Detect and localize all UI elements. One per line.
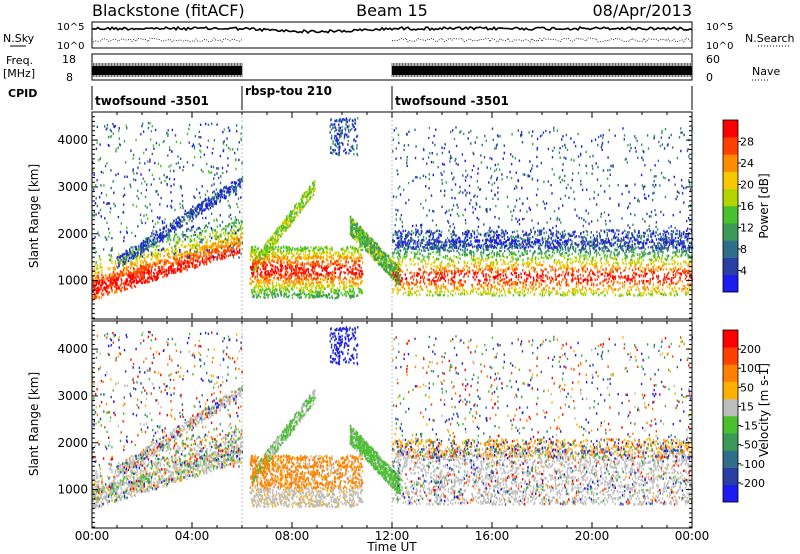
nsearch-label: N.Search bbox=[745, 32, 795, 45]
colorbar-tick-label: 15 bbox=[740, 400, 754, 413]
cpid-panel: CPID twofsound -3501 rbsp-tou 210 twofso… bbox=[8, 84, 693, 110]
power-data bbox=[92, 117, 694, 302]
freq-label-bottom: [MHz] bbox=[3, 67, 35, 80]
colorbar-tick-label: -15 bbox=[740, 420, 758, 433]
cpid-segment-3: twofsound -3501 bbox=[395, 94, 509, 108]
colorbar-tick-label: 4 bbox=[740, 265, 747, 278]
colorbar-tick-label: 24 bbox=[740, 157, 754, 170]
x-tick-label: 20:00 bbox=[575, 529, 610, 543]
nsky-panel: N.Sky 10^5 10^0 10^5 10^0 N.Search bbox=[3, 21, 795, 52]
freq-panel: Freq. [MHz] 18 8 60 0 Nave bbox=[3, 53, 780, 84]
power-colorbar bbox=[722, 119, 739, 293]
colorbar-tick-label: 20 bbox=[740, 179, 754, 192]
nsky-frame bbox=[91, 21, 693, 49]
y-tick-label: 2000 bbox=[57, 436, 88, 450]
y-tick-label: 2000 bbox=[57, 227, 88, 241]
x-tick-label: 12:00 bbox=[375, 529, 410, 543]
x-tick-label: 00:00 bbox=[675, 529, 710, 543]
colorbar-cell bbox=[723, 398, 738, 417]
freq-tick-low: 8 bbox=[66, 71, 73, 84]
x-tick-label: 08:00 bbox=[275, 529, 310, 543]
colorbar-cell bbox=[723, 433, 738, 451]
cpid-segment-2: rbsp-tou 210 bbox=[245, 84, 332, 98]
echo-cells bbox=[92, 119, 694, 269]
velocity-colorbar bbox=[722, 329, 739, 503]
velocity-y-label: Slant Range [km] bbox=[27, 372, 41, 476]
colorbar-cell bbox=[723, 416, 738, 434]
echo-cells bbox=[92, 241, 694, 302]
colorbar-cell bbox=[723, 120, 738, 138]
nave-series bbox=[91, 63, 693, 77]
velocity-y-axis: 1000 2000 3000 4000 bbox=[57, 325, 692, 528]
velocity-colorbar-ticks: 200 100 50 15 -15 -50 -100 -200 bbox=[738, 343, 765, 490]
echo-cells bbox=[93, 117, 694, 268]
colorbar-tick-label: 28 bbox=[740, 136, 754, 149]
colorbar-tick-label: 200 bbox=[740, 343, 761, 356]
colorbar-tick-label: 50 bbox=[740, 381, 754, 394]
nsky-series bbox=[91, 25, 693, 34]
freq-tick-high: 18 bbox=[62, 53, 76, 66]
y-tick-label: 3000 bbox=[57, 180, 88, 194]
freq-label-top: Freq. bbox=[6, 54, 33, 67]
nsky-tick-low: 10^0 bbox=[57, 41, 84, 52]
colorbar-cell bbox=[723, 154, 738, 172]
y-tick-label: 3000 bbox=[57, 389, 88, 403]
colorbar-cell bbox=[723, 137, 738, 155]
colorbar-tick-label: -50 bbox=[740, 439, 758, 452]
nave-ticks bbox=[91, 63, 693, 77]
cpid-segment-1: twofsound -3501 bbox=[95, 94, 209, 108]
power-y-label: Slant Range [km] bbox=[27, 164, 41, 268]
power-panel: 1000 2000 3000 4000 Slant Range [km] 28 24 20… bbox=[27, 111, 771, 320]
x-axis-label: Time UT bbox=[366, 540, 417, 554]
nave-tick-low: 0 bbox=[706, 71, 713, 84]
colorbar-cell bbox=[723, 171, 738, 190]
colorbar-cell bbox=[723, 274, 738, 293]
station-title: Blackstone (fitACF) bbox=[92, 1, 245, 20]
colorbar-cell bbox=[723, 240, 738, 258]
y-tick-label: 4000 bbox=[57, 342, 88, 356]
colorbar-tick-label: -200 bbox=[740, 477, 765, 490]
x-tick-label: 04:00 bbox=[175, 529, 210, 543]
power-colorbar-label: Power [dB] bbox=[757, 173, 771, 238]
beam-title: Beam 15 bbox=[356, 1, 428, 20]
colorbar-cell bbox=[723, 381, 738, 400]
cpid-label: CPID bbox=[8, 87, 37, 100]
y-tick-label: 4000 bbox=[57, 133, 88, 147]
power-colorbar-ticks: 28 24 20 16 12 8 4 bbox=[738, 136, 754, 278]
power-y-axis: 1000 2000 3000 4000 bbox=[57, 116, 692, 319]
nsky-label: N.Sky bbox=[3, 32, 35, 45]
nave-tick-high: 60 bbox=[706, 53, 720, 66]
time-x-axis: 00:00 04:00 08:00 12:00 16:00 20:00 00:00 bbox=[75, 112, 710, 543]
velocity-panel: 1000 2000 3000 4000 Slant Range [km] 200 100… bbox=[27, 112, 771, 554]
y-tick-label: 1000 bbox=[57, 274, 88, 288]
colorbar-cell bbox=[723, 257, 738, 276]
colorbar-cell bbox=[723, 450, 738, 468]
colorbar-cell bbox=[723, 206, 738, 224]
colorbar-tick-label: 8 bbox=[740, 243, 747, 256]
echo-cells bbox=[92, 236, 693, 300]
colorbar-frame bbox=[722, 329, 739, 503]
x-tick-label: 00:00 bbox=[75, 529, 110, 543]
nsearch-series bbox=[91, 37, 693, 43]
nsearch-tick-high: 10^5 bbox=[706, 22, 733, 33]
colorbar-tick-label: 16 bbox=[740, 200, 754, 213]
y-tick-label: 1000 bbox=[57, 483, 88, 497]
nsearch-tick-low: 10^0 bbox=[706, 41, 733, 52]
nave-label: Nave bbox=[752, 65, 780, 78]
colorbar-cell bbox=[723, 330, 738, 348]
colorbar-cell bbox=[723, 347, 738, 365]
colorbar-cell bbox=[723, 188, 738, 207]
x-tick-label: 16:00 bbox=[475, 529, 510, 543]
colorbar-tick-label: 12 bbox=[740, 222, 754, 235]
nsky-tick-high: 10^5 bbox=[57, 22, 84, 33]
colorbar-cell bbox=[723, 364, 738, 382]
velocity-colorbar-label: Velocity [m s-1] bbox=[757, 363, 771, 457]
colorbar-cell bbox=[723, 467, 738, 486]
colorbar-tick-label: 100 bbox=[740, 362, 761, 375]
colorbar-cell bbox=[723, 484, 738, 503]
colorbar-cell bbox=[723, 223, 738, 241]
colorbar-tick-label: -100 bbox=[740, 458, 765, 471]
date-title: 08/Apr/2013 bbox=[592, 1, 692, 20]
